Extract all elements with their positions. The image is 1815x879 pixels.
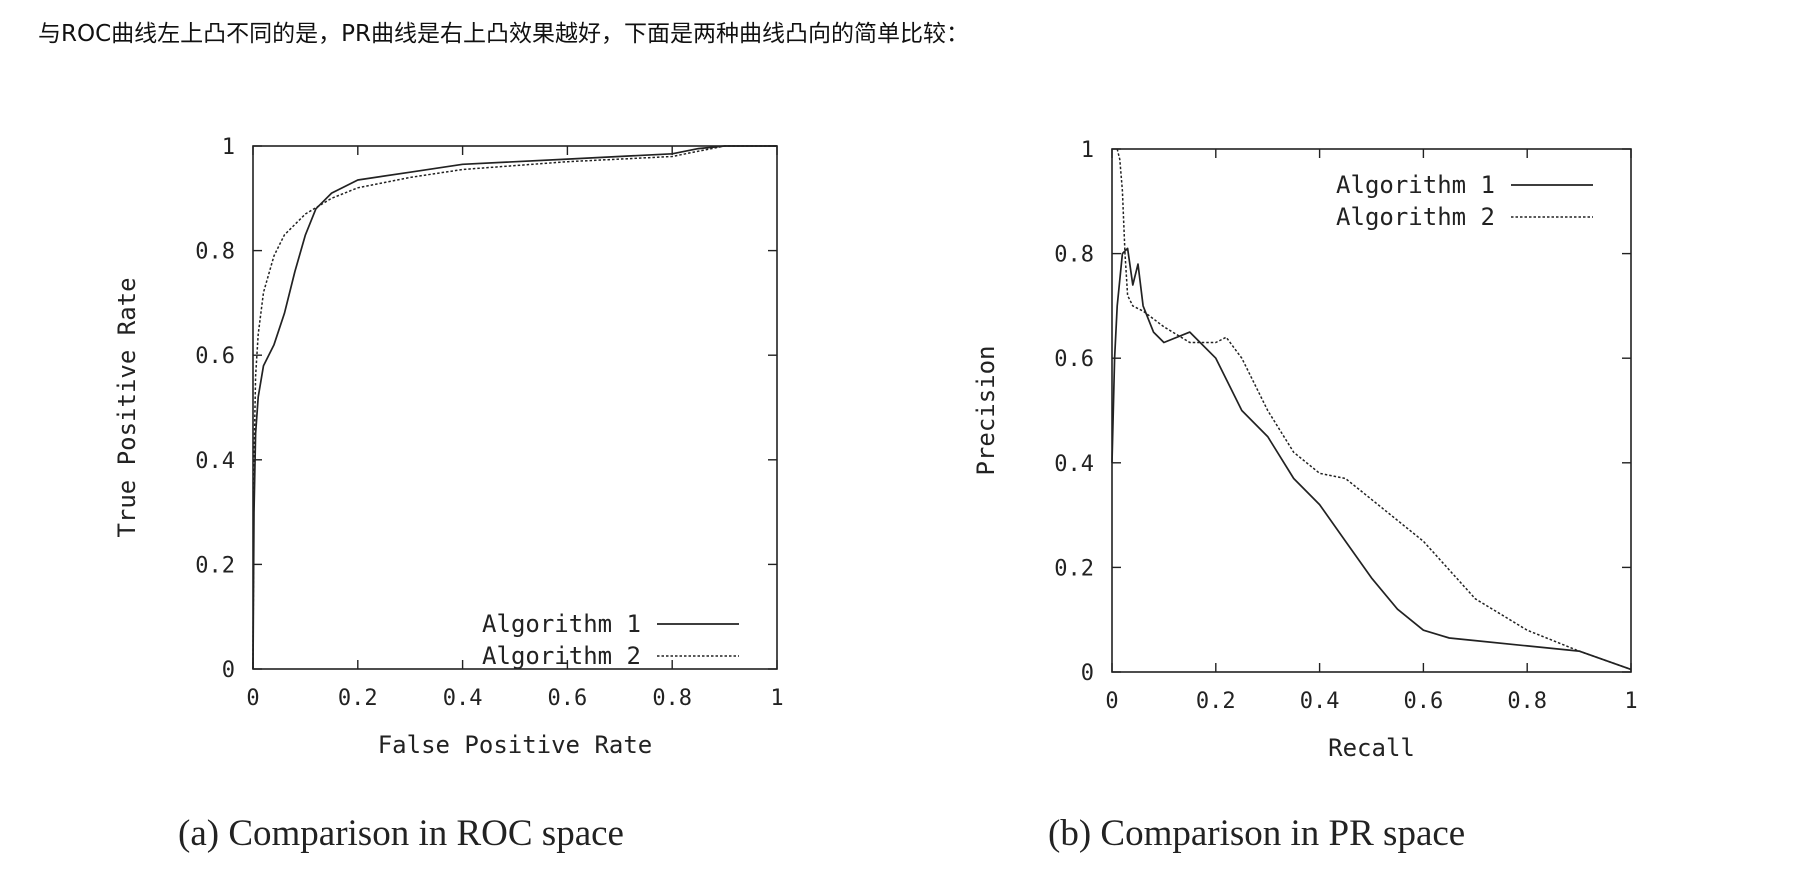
pr-y-axis-label: Precision [972,345,1000,475]
pr-x-tick-label: 0 [1105,689,1118,714]
pr-y-tick-label: 0 [1081,661,1094,686]
pr-y-tick-label: 0.8 [1054,243,1094,268]
caption-pr: (b) Comparison in PR space [1048,813,1466,854]
roc-plot-frame [252,145,778,670]
roc-legend-label-1: Algorithm 1 [482,610,641,638]
pr-series-line-2 [1116,148,1632,671]
roc-y-tick-label: 0.8 [195,240,235,265]
pr-plot-frame [1111,148,1632,673]
roc-y-tick-label: 1 [222,135,235,160]
pr-y-tick-label: 0.4 [1054,452,1094,477]
pr-y-tick-label: 1 [1081,138,1094,163]
pr-x-tick-label: 0.6 [1404,689,1444,714]
roc-x-tick-label: 0.6 [548,686,588,711]
pr-x-axis-label: Recall [1328,734,1415,762]
roc-x-tick-label: 0.2 [338,686,378,711]
roc-x-axis-label: False Positive Rate [378,731,653,759]
pr-legend-label-1: Algorithm 1 [1336,171,1495,199]
roc-x-tick-label: 0.4 [443,686,483,711]
pr-x-tick-label: 0.4 [1300,689,1340,714]
roc-legend-label-2: Algorithm 2 [482,642,641,670]
roc-x-tick-label: 0.8 [652,686,692,711]
roc-series-line-2 [252,145,777,670]
caption-roc: (a) Comparison in ROC space [178,813,624,854]
pr-y-tick-label: 0.6 [1054,347,1094,372]
roc-x-tick-label: 0 [246,686,259,711]
roc-chart: 0 0.2 0.4 0.6 0.8 1 0 0.2 0.4 0.6 0.8 1 False Positi… [113,135,784,759]
pr-x-tick-label: 0.8 [1507,689,1547,714]
roc-series-line-1 [252,145,777,670]
pr-y-tick-label: 0.2 [1054,556,1094,581]
pr-series-line-1 [1111,247,1632,671]
roc-y-tick-label: 0.4 [195,449,235,474]
pr-x-tick-label: 0.2 [1196,689,1236,714]
pr-legend-label-2: Algorithm 2 [1336,203,1495,231]
roc-x-tick-label: 1 [770,686,783,711]
roc-y-axis-label: True Positive Rate [113,277,141,537]
intro-text: 与ROC曲线左上凸不同的是，PR曲线是右上凸效果越好，下面是两种曲线凸向的简单比… [38,21,969,47]
pr-chart: 0 0.2 0.4 0.6 0.8 1 0 0.2 0.4 0.6 0.8 1 Recall Precis… [972,138,1638,762]
roc-y-tick-label: 0.6 [195,344,235,369]
roc-y-tick-label: 0.2 [195,553,235,578]
roc-y-tick-label: 0 [222,658,235,683]
pr-x-tick-label: 1 [1624,689,1637,714]
